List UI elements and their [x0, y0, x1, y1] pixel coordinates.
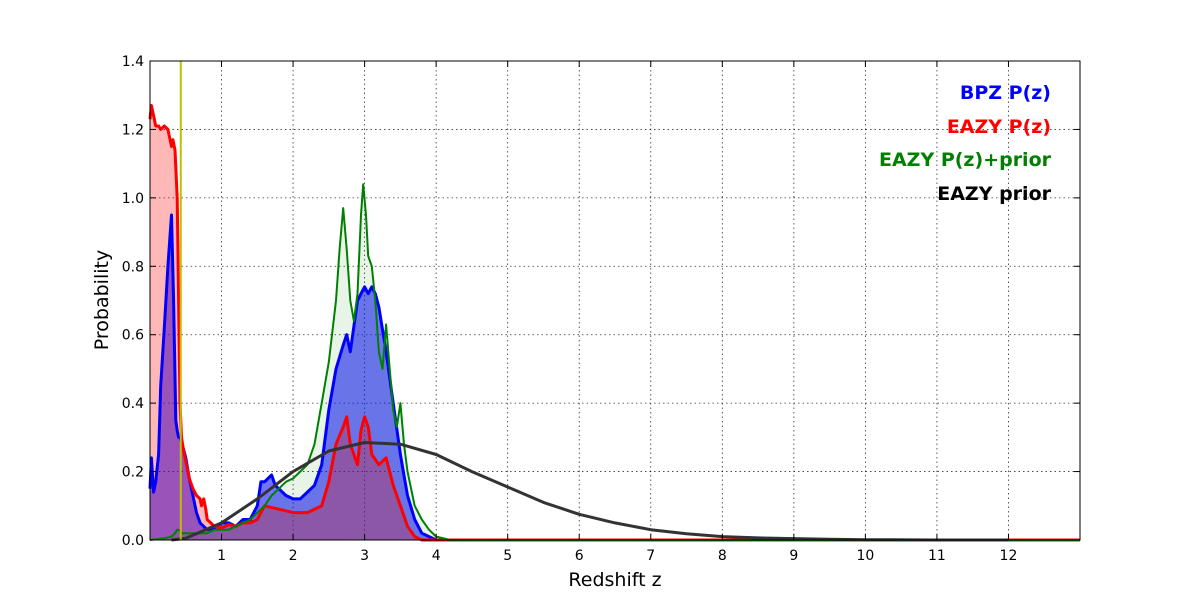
series-fills — [150, 105, 1080, 540]
x-tick-label: 8 — [718, 548, 727, 564]
grid — [150, 61, 1080, 540]
y-tick-label: 0.8 — [122, 259, 144, 275]
legend-entry-eazy-prior-combo: EAZY P(z)+prior — [879, 149, 1052, 171]
plot-border — [149, 60, 1081, 541]
y-axis-label: Probability — [91, 250, 113, 350]
x-tick-label: 6 — [575, 548, 584, 564]
x-tick-label: 2 — [289, 548, 298, 564]
x-tick-label: 9 — [789, 548, 798, 564]
y-tick-label: 0.4 — [122, 396, 144, 412]
axis-ticks: 1 2 3 4 5 6 7 8 9 10 11 120.00.20.40.60.81.01.21.4 — [122, 54, 1080, 564]
y-tick-label: 0.0 — [122, 533, 144, 549]
plot-frame — [149, 60, 1081, 541]
series-line-bpz-p-z — [148, 213, 1080, 542]
x-tick-label: 10 — [856, 548, 874, 564]
series-lines — [148, 61, 1080, 542]
y-tick-label: 1.4 — [122, 54, 144, 70]
series-line-eazy-prior — [171, 441, 1009, 542]
legend: BPZ P(z) EAZY P(z) EAZY P(z)+prior EAZY … — [879, 82, 1052, 205]
x-tick-label: 5 — [503, 548, 512, 564]
x-axis-label: Redshift z — [568, 569, 661, 591]
legend-entry-bpz: BPZ P(z) — [960, 82, 1051, 104]
y-tick-label: 1.2 — [122, 122, 144, 138]
x-tick-label: 12 — [1000, 548, 1018, 564]
x-tick-label: 7 — [646, 548, 655, 564]
x-tick-label: 1 — [217, 548, 226, 564]
x-tick-label: 4 — [432, 548, 441, 564]
series-fill-eazy-p-z-prior — [150, 184, 1080, 540]
legend-entry-eazy: EAZY P(z) — [947, 116, 1051, 138]
series-fill-bpz-p-z — [150, 215, 1080, 540]
y-tick-label: 0.2 — [122, 465, 144, 481]
y-tick-label: 0.6 — [122, 328, 144, 344]
x-tick-label: 3 — [360, 548, 369, 564]
x-tick-label: 11 — [928, 548, 946, 564]
legend-entry-prior: EAZY prior — [937, 183, 1051, 205]
y-tick-label: 1.0 — [122, 191, 144, 207]
